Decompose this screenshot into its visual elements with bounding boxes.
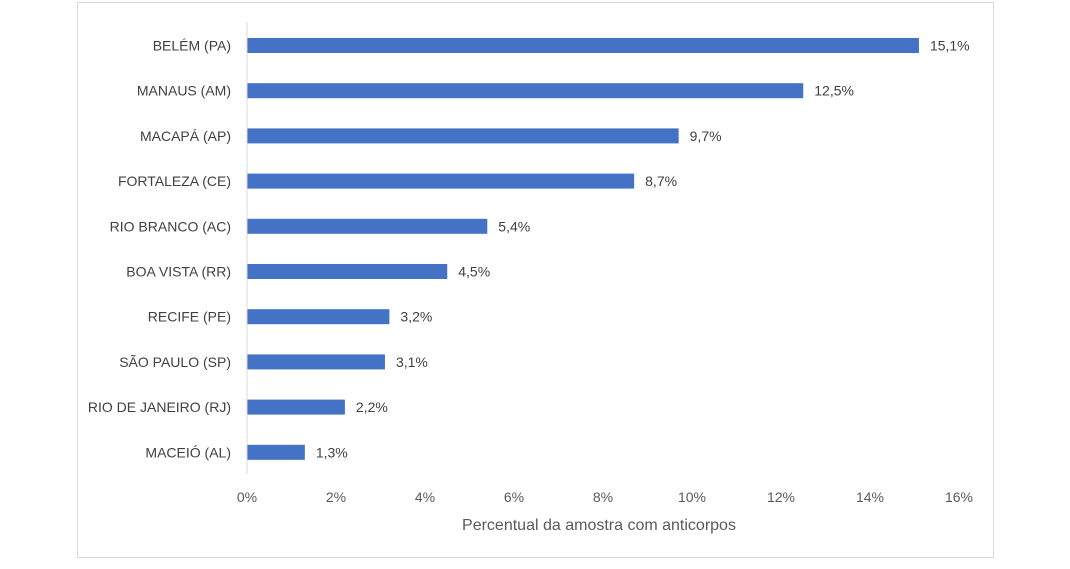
category-labels-group: BELÉM (PA) MANAUS (AM) MACAPÁ (AP) FORTALEZ… (88, 38, 231, 461)
x-tick-label: 2% (326, 489, 346, 505)
data-label: 3,1% (396, 354, 428, 370)
value-labels-group: 15,1% 12,5% 9,7% 8,7% 5,4% 4,5% 3,2% 3,1% 2,2% 1,… (316, 38, 970, 461)
x-tick-label: 0% (237, 489, 257, 505)
data-label: 3,2% (400, 309, 432, 325)
bar (247, 173, 635, 189)
x-tick-label: 16% (945, 489, 973, 505)
data-label: 5,4% (498, 218, 530, 234)
bar (247, 309, 390, 325)
x-axis-title: Percentual da amostra com anticorpos (462, 517, 736, 534)
category-label: MACEIÓ (AL) (145, 444, 231, 460)
x-tick-label: 4% (415, 489, 435, 505)
category-label: RIO DE JANEIRO (RJ) (88, 399, 231, 415)
x-tick-label: 12% (767, 489, 795, 505)
category-label: FORTALEZA (CE) (118, 173, 231, 189)
bars-group (247, 38, 919, 460)
category-label: RIO BRANCO (AC) (110, 218, 231, 234)
bar (247, 83, 804, 99)
bar (247, 218, 488, 234)
data-label: 8,7% (645, 173, 677, 189)
data-label: 9,7% (690, 128, 722, 144)
category-label: MANAUS (AM) (137, 83, 231, 99)
x-tick-label: 10% (678, 489, 706, 505)
x-tick-labels-group: 0% 2% 4% 6% 8% 10% 12% 14% 16% (237, 489, 973, 505)
bar (247, 354, 385, 370)
data-label: 2,2% (356, 399, 388, 415)
bar (247, 128, 679, 144)
bar (247, 38, 919, 53)
category-label: SÃO PAULO (SP) (119, 354, 231, 370)
data-label: 12,5% (814, 83, 854, 99)
x-tick-label: 8% (593, 489, 613, 505)
bar (247, 264, 448, 279)
data-label: 1,3% (316, 444, 348, 460)
category-label: MACAPÁ (AP) (140, 128, 231, 144)
bar (247, 399, 345, 415)
x-tick-label: 6% (504, 489, 524, 505)
category-label: BELÉM (PA) (153, 38, 231, 54)
data-label: 15,1% (930, 38, 970, 54)
data-label: 4,5% (458, 264, 490, 280)
category-label: RECIFE (PE) (148, 309, 231, 325)
x-tick-label: 14% (856, 489, 884, 505)
category-label: BOA VISTA (RR) (126, 264, 231, 280)
bar (247, 444, 305, 460)
